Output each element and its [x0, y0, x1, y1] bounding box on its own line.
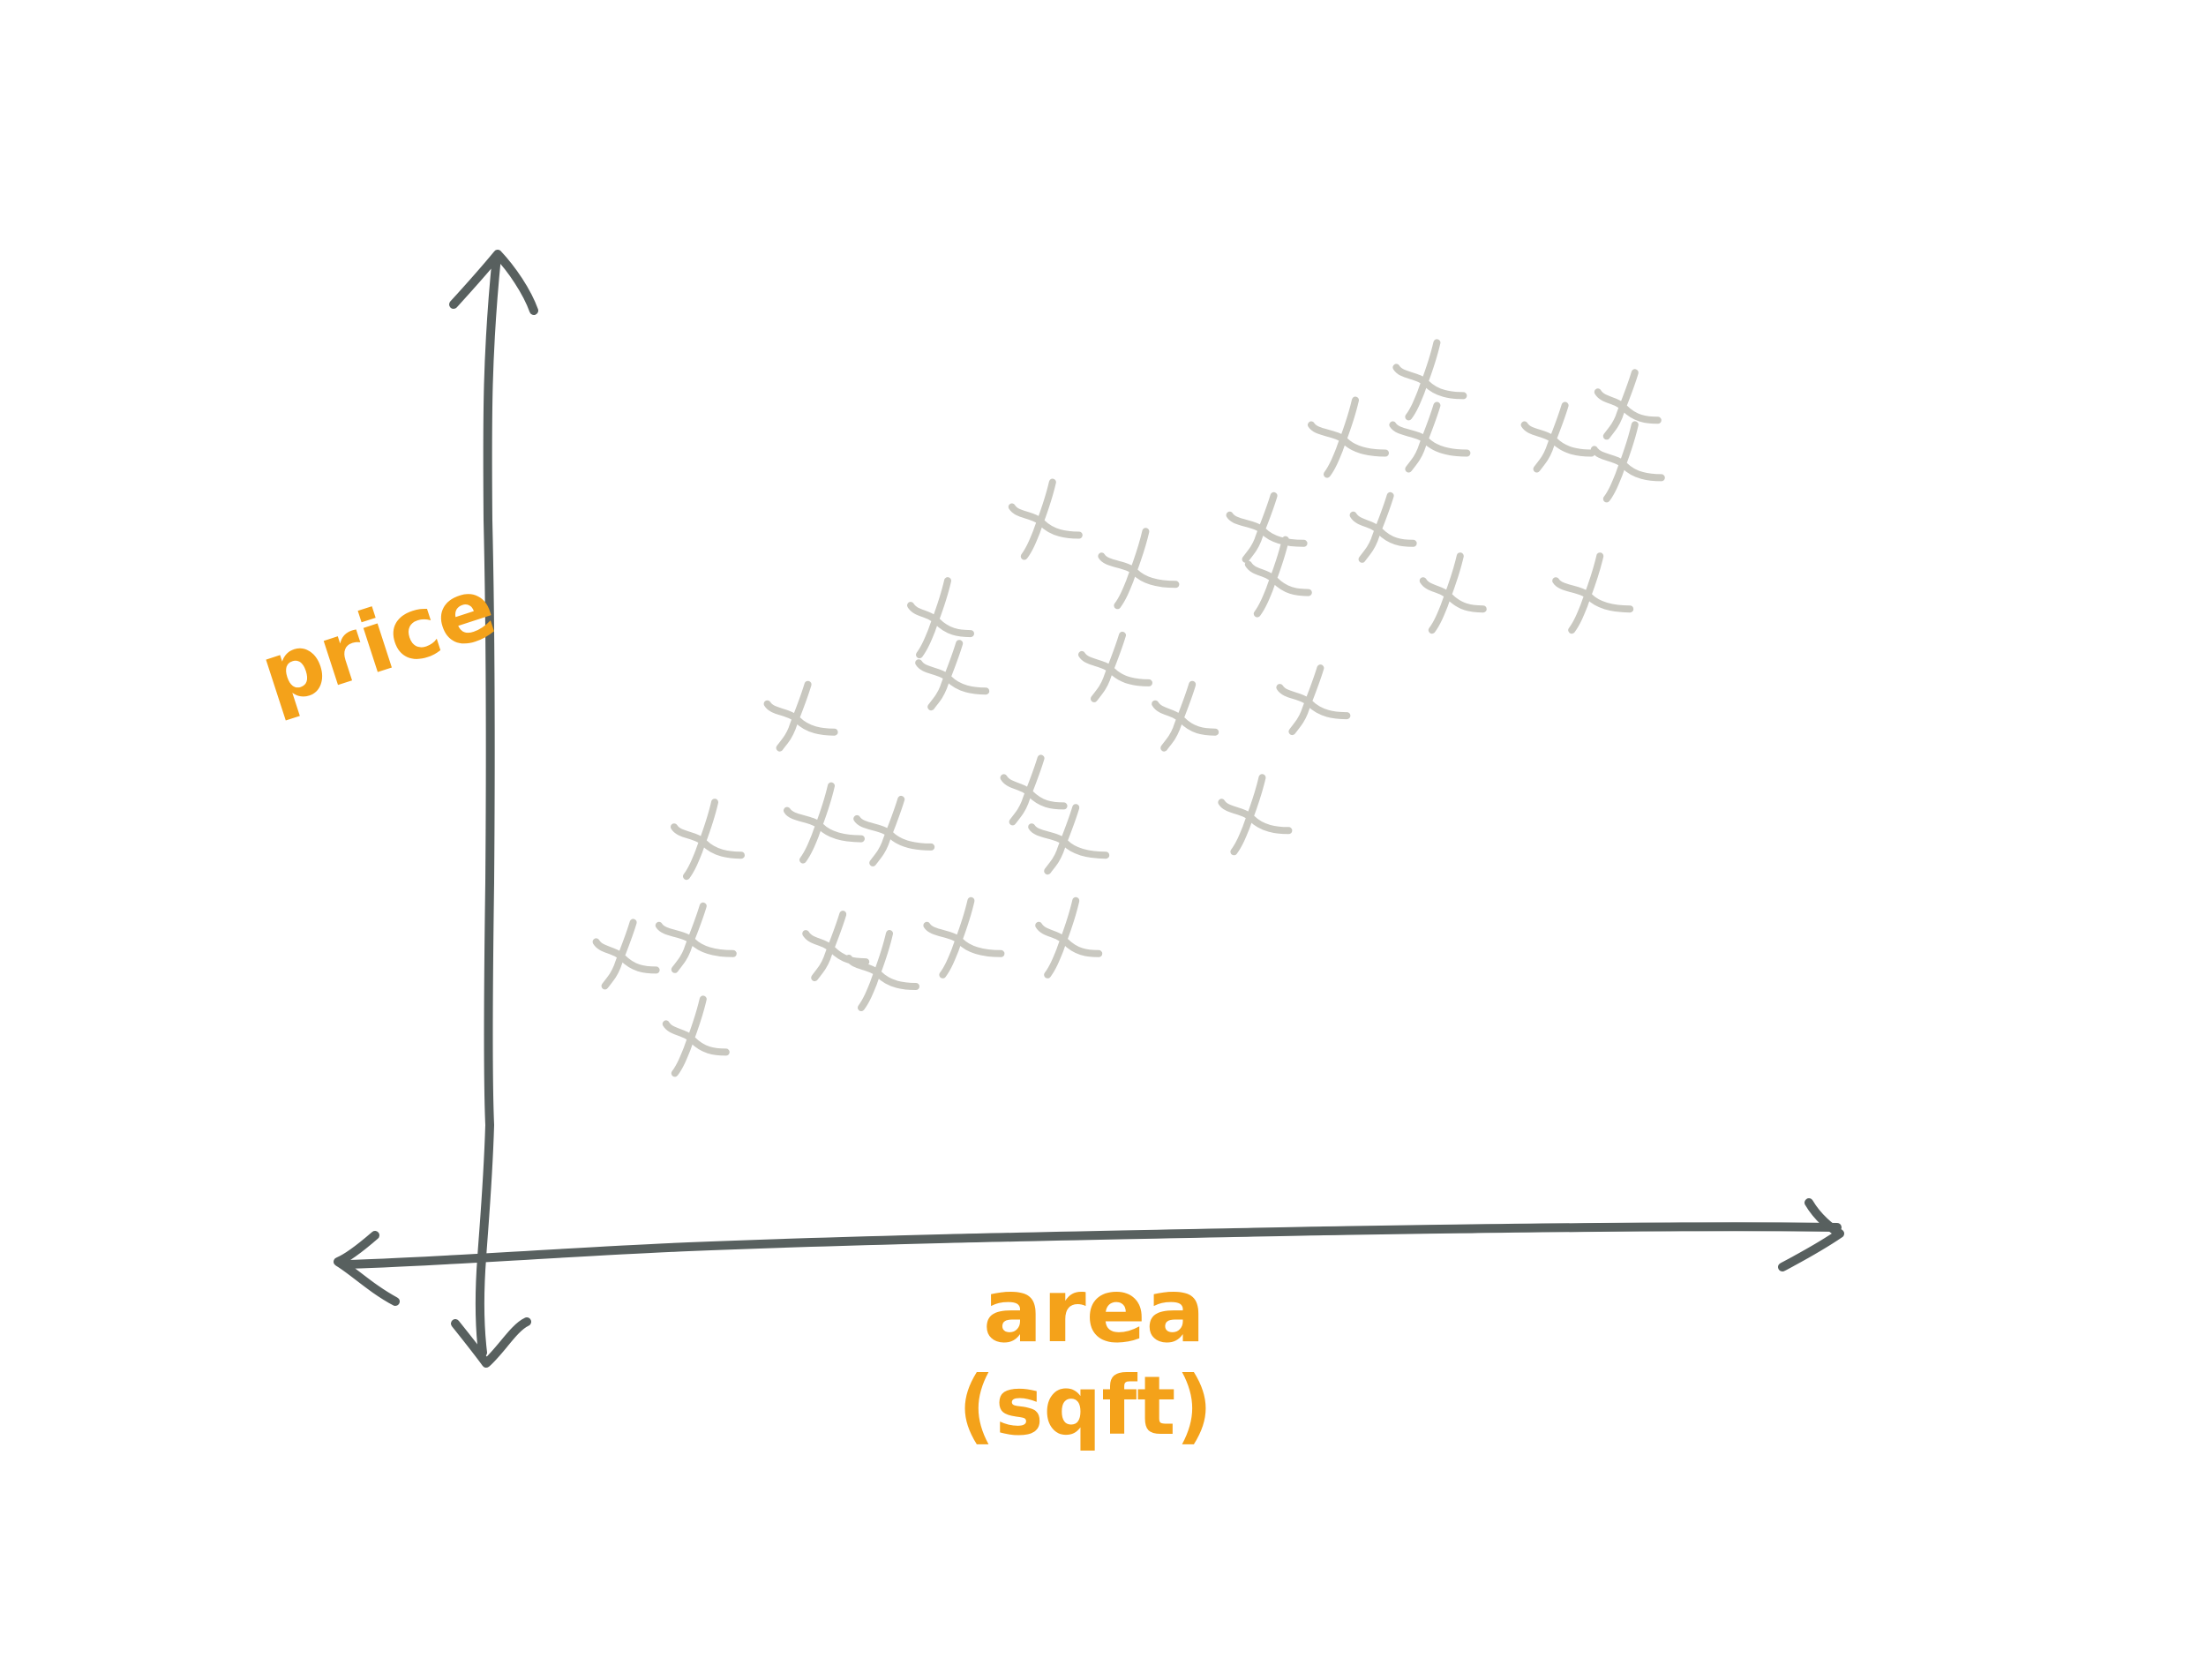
data-point: [671, 799, 745, 881]
data-point: [1308, 396, 1389, 478]
data-point: [662, 995, 730, 1077]
data-point: [915, 640, 990, 711]
data-point: [923, 896, 1005, 979]
data-point: [763, 680, 838, 752]
data-point: [1078, 631, 1152, 702]
data-point: [1389, 401, 1471, 473]
data-point: [1226, 491, 1308, 563]
data-point: [1218, 774, 1293, 856]
data-point: [1594, 369, 1662, 440]
x-axis-label: area: [983, 1259, 1205, 1362]
data-point: [1276, 664, 1351, 736]
axis-labels: price area (sqft): [249, 558, 1212, 1453]
data-point: [784, 782, 865, 864]
x-axis-line: [341, 1222, 1842, 1269]
data-points: [592, 339, 1665, 1077]
data-point: [1419, 552, 1487, 634]
data-point: [907, 577, 974, 659]
data-point: [1552, 552, 1634, 634]
y-axis-arrow-up: [449, 250, 538, 315]
data-point: [1035, 896, 1103, 979]
data-point: [1520, 401, 1595, 473]
data-point: [1098, 528, 1180, 610]
y-axis-arrow-down: [451, 1317, 531, 1368]
data-point: [1392, 339, 1467, 421]
data-point: [1244, 536, 1312, 618]
x-axis-arrow-right: [1778, 1198, 1844, 1271]
data-point: [853, 795, 935, 866]
data-point: [1000, 754, 1068, 826]
data-point: [1152, 680, 1219, 752]
data-point: [1028, 804, 1110, 875]
axes: [334, 250, 1844, 1368]
data-point: [655, 902, 737, 973]
y-axis: [475, 251, 501, 1357]
y-axis-label: price: [249, 558, 506, 725]
data-point: [802, 911, 870, 982]
data-point: [845, 930, 919, 1011]
x-axis-label-unit: (sqft): [958, 1359, 1213, 1453]
x-axis-arrow-left: [334, 1231, 400, 1306]
data-point: [1590, 421, 1665, 503]
data-point: [1349, 491, 1417, 563]
data-point: [1008, 478, 1083, 560]
data-point: [592, 919, 660, 990]
